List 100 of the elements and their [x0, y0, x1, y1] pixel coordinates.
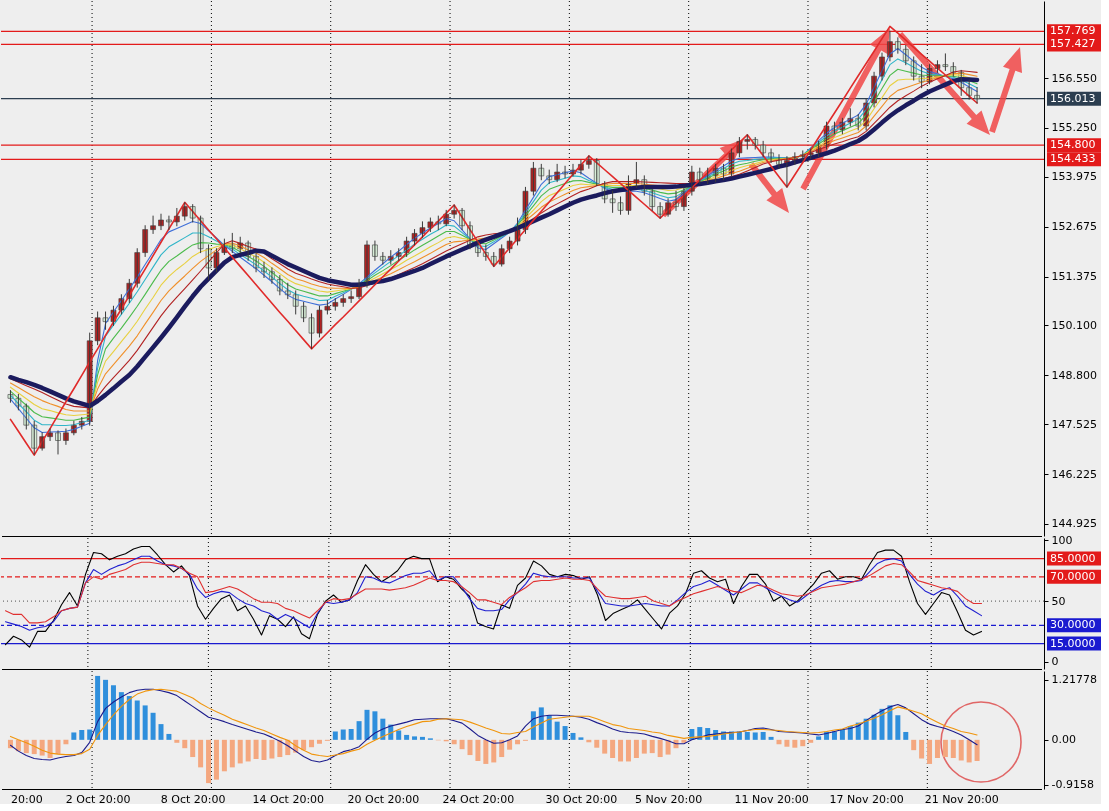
bar [229, 739, 235, 768]
bar [681, 739, 687, 743]
bar [261, 739, 267, 760]
bar [134, 700, 140, 740]
bar [895, 715, 901, 740]
bar [396, 730, 402, 740]
bar [332, 731, 338, 740]
bar [206, 739, 212, 784]
bar [118, 692, 124, 740]
bar [63, 739, 69, 745]
x-tick-label: 30 Oct 20:00 [545, 792, 618, 806]
bar [974, 739, 980, 761]
bar [277, 739, 283, 758]
bar [934, 739, 940, 759]
x-tick-label: 11 Nov 20:00 [734, 792, 809, 806]
ref-line-label: 154.433 [1050, 152, 1096, 166]
ref-line-label: 85.0000 [1050, 551, 1096, 565]
bar [958, 739, 964, 761]
ref-line-label: 157.769 [1050, 24, 1096, 38]
x-tick-label: 14 Oct 20:00 [252, 792, 325, 806]
bar [491, 739, 497, 763]
ref-line-label: 154.800 [1050, 138, 1096, 152]
bar [158, 724, 164, 740]
bar [602, 739, 608, 754]
ref-line-label: 30.0000 [1050, 618, 1096, 632]
x-tick-label: 24 Oct 20:00 [442, 792, 515, 806]
bar [483, 739, 489, 764]
x-tick-label: 20:00 [10, 792, 43, 806]
x-tick-label: 2 Oct 20:00 [65, 792, 131, 806]
bar [110, 685, 116, 740]
candlestick [451, 204, 457, 219]
bar [950, 739, 956, 759]
bar [554, 721, 560, 740]
bar [665, 739, 671, 755]
bar [530, 711, 536, 740]
bar [221, 739, 227, 772]
bar [927, 739, 933, 764]
bar [578, 737, 584, 740]
y-tick-label: -0.9158 [1051, 778, 1094, 792]
bar [47, 739, 53, 759]
candlestick [166, 215, 172, 231]
bar [784, 739, 790, 747]
bar [538, 707, 544, 740]
ref-line-label: 70.0000 [1050, 569, 1096, 583]
bar [641, 739, 647, 754]
bar [404, 734, 410, 740]
candlestick [380, 252, 386, 265]
candlestick [340, 294, 347, 307]
bar [356, 721, 362, 740]
bar [507, 739, 513, 750]
bar [863, 718, 869, 740]
bar [198, 739, 204, 768]
bar [348, 729, 354, 740]
bar [594, 739, 600, 748]
bar [71, 732, 77, 740]
y-tick-label: 153.975 [1051, 170, 1097, 184]
candlestick [586, 155, 592, 169]
bar [126, 696, 132, 740]
candlestick [657, 202, 663, 219]
bar [316, 739, 322, 744]
bar [760, 731, 766, 740]
x-tick-label: 21 Nov 20:00 [924, 792, 999, 806]
bar [182, 739, 188, 749]
ref-line-label: 156.013 [1050, 91, 1096, 105]
bar [625, 739, 631, 762]
bar [269, 739, 275, 759]
line-series [4, 561, 983, 624]
bar [768, 736, 774, 740]
bar [499, 739, 505, 758]
candlestick [348, 290, 354, 303]
bar [166, 733, 172, 740]
bar [633, 739, 639, 759]
bar [364, 709, 370, 740]
y-tick-label: 151.375 [1051, 270, 1097, 284]
candlestick [181, 202, 188, 221]
bar [79, 730, 85, 740]
bar [879, 708, 885, 740]
bar [174, 739, 180, 743]
bar [808, 739, 814, 743]
y-tick-label: 50 [1051, 594, 1066, 608]
bar [515, 739, 521, 745]
y-tick-label: 148.800 [1051, 368, 1097, 382]
y-tick-label: 150.100 [1051, 318, 1097, 332]
bar [570, 732, 576, 740]
bar [657, 739, 663, 758]
bar [562, 726, 568, 740]
bar [942, 739, 948, 758]
bar [871, 714, 877, 740]
bar [253, 739, 259, 760]
bar [340, 729, 346, 740]
bar [245, 739, 251, 762]
y-tick-label: 144.925 [1051, 517, 1097, 531]
candlestick [142, 225, 148, 257]
bar [412, 736, 418, 740]
y-tick-label: 1.21778 [1051, 673, 1097, 687]
bar [887, 705, 893, 740]
bar [618, 739, 624, 762]
bar [744, 731, 750, 740]
bar [752, 732, 758, 740]
ref-line-label: 157.427 [1050, 37, 1096, 51]
